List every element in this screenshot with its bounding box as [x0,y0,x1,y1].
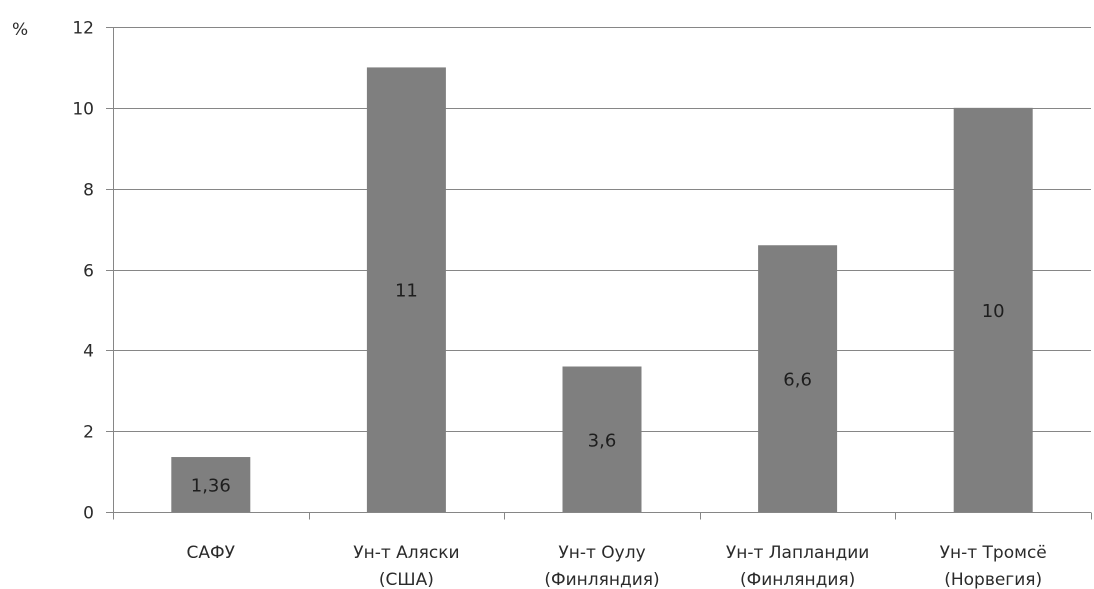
category-labels: САФУ Ун-т Аляски (США) Ун-т Оулу (Финляндия)… [187,543,1047,589]
y-unit-label: % [12,20,28,40]
bar [366,67,446,513]
axes [106,27,1092,520]
y-tick-labels: 0 2 4 6 8 10 12 [72,19,94,524]
data-label: 6,6 [783,370,812,391]
data-label: 10 [982,301,1005,322]
y-tick-label: 2 [83,423,94,443]
bar [758,245,838,512]
data-label: 11 [395,281,418,302]
bar [171,457,251,512]
data-label: 1,36 [191,476,231,497]
y-tick-label: 6 [83,262,94,282]
x-category-label: Ун-т Тромсё [940,543,1047,563]
y-tick-label: 0 [83,504,94,524]
y-tick-label: 10 [72,100,94,120]
x-category-label: САФУ [187,543,236,563]
y-tick-label: 8 [83,181,94,201]
x-category-label: (США) [379,570,434,589]
x-category-label: (Норвегия) [944,570,1042,589]
x-category-label: (Финляндия) [740,570,855,589]
x-category-label: Ун-т Лапландии [726,543,869,563]
gridlines [113,27,1091,432]
bars [171,67,1033,513]
data-label: 3,6 [588,430,617,451]
data-labels: 1,36 11 3,6 6,6 10 [191,281,1005,497]
x-category-label: Ун-т Оулу [558,543,645,563]
bar [953,107,1033,512]
x-category-label: (Финляндия) [544,570,659,589]
bar [562,366,642,512]
y-tick-label: 4 [83,342,94,362]
x-category-label: Ун-т Аляски [353,543,459,563]
y-tick-label: 12 [72,19,94,39]
